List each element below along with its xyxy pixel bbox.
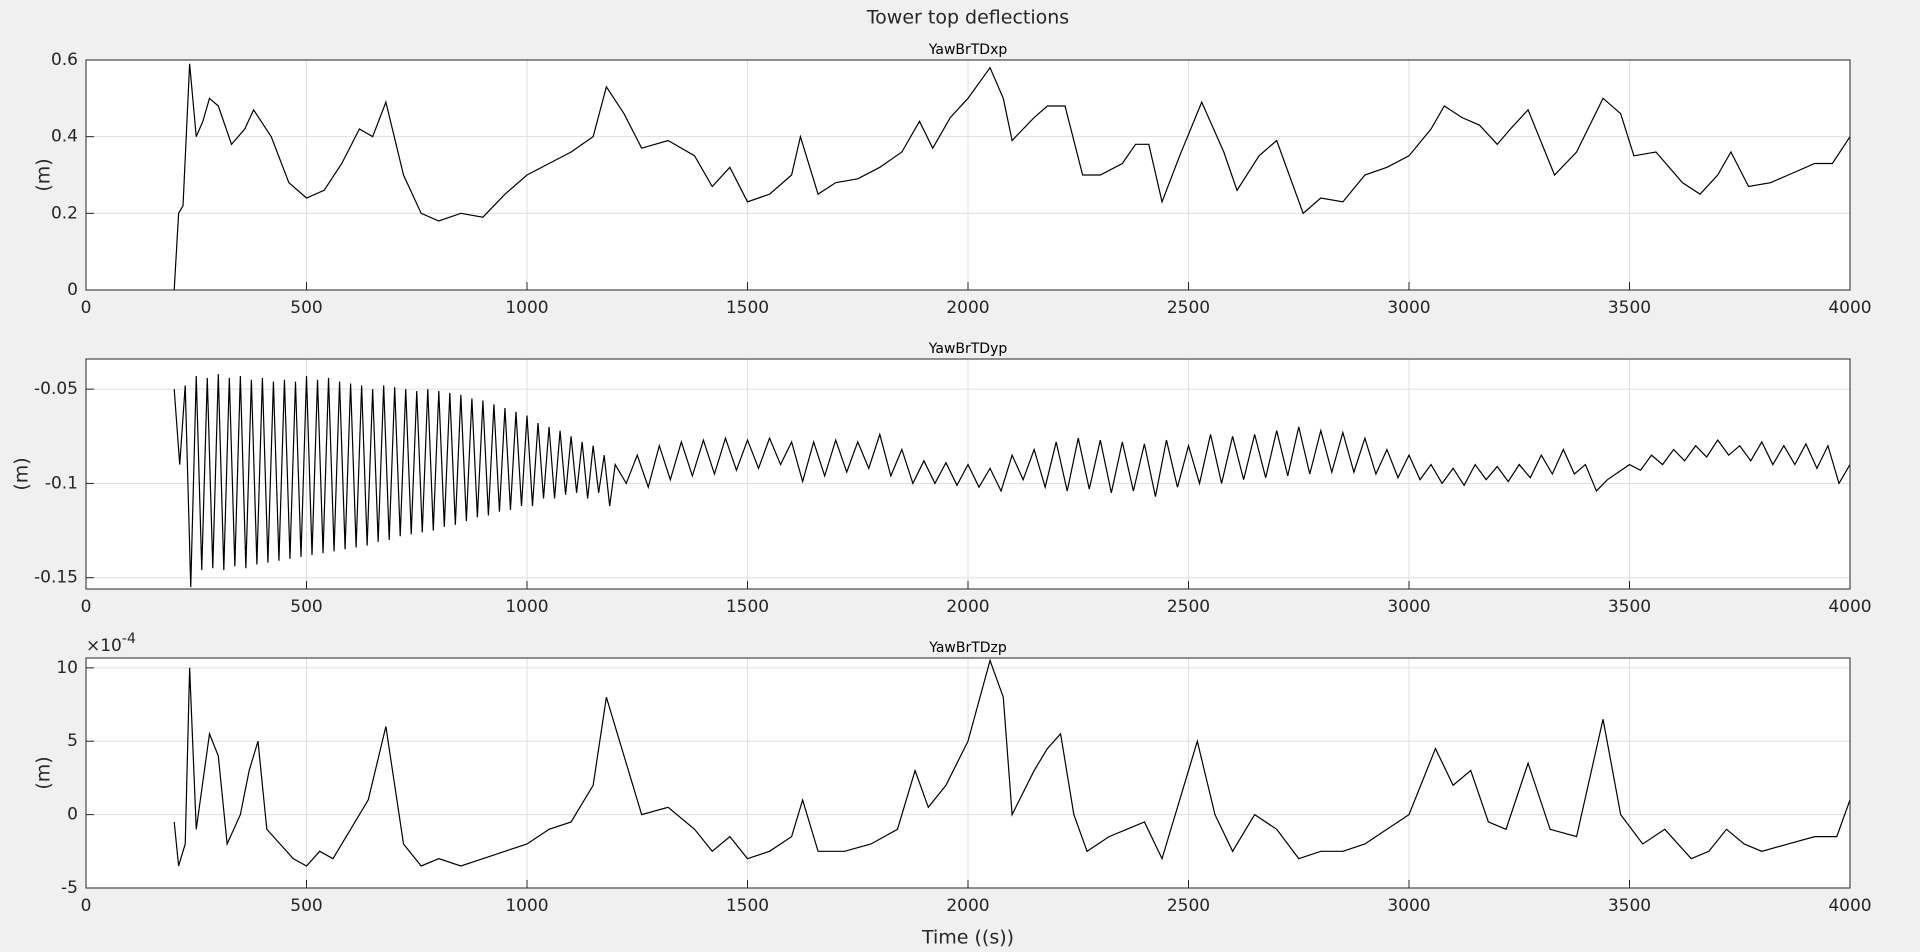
x-tick-label: 3500 (1608, 896, 1651, 916)
figure-title: Tower top deflections (866, 7, 1069, 29)
x-tick-label: 2500 (1167, 298, 1210, 318)
subplot-title: YawBrTDyp (928, 341, 1008, 357)
x-tick-label: 500 (290, 597, 322, 617)
y-tick-label: -0.05 (34, 379, 78, 399)
x-tick-label: 500 (290, 896, 322, 916)
x-tick-label: 0 (81, 298, 92, 318)
x-tick-label: 3000 (1387, 597, 1430, 617)
x-tick-label: 2000 (946, 597, 989, 617)
x-tick-label: 1000 (505, 298, 548, 318)
x-tick-label: 1000 (505, 896, 548, 916)
y-axis-label: (m) (33, 158, 55, 191)
x-tick-label: 4000 (1828, 298, 1871, 318)
x-tick-label: 1000 (505, 597, 548, 617)
y-multiplier-exponent: -4 (122, 631, 136, 647)
x-tick-label: 3500 (1608, 597, 1651, 617)
x-axis-label: Time ((s)) (921, 927, 1014, 949)
x-tick-label: 3500 (1608, 298, 1651, 318)
x-tick-label: 4000 (1828, 597, 1871, 617)
y-tick-label: 0.6 (51, 50, 78, 70)
x-tick-label: 4000 (1828, 896, 1871, 916)
y-tick-label: -5 (61, 878, 78, 898)
y-tick-label: 0.4 (51, 127, 78, 147)
x-tick-label: 1500 (726, 597, 769, 617)
y-tick-label: -0.15 (34, 568, 78, 588)
y-tick-label: 0 (67, 280, 78, 300)
x-tick-label: 2000 (946, 298, 989, 318)
data-line (173, 63, 1851, 291)
y-tick-label: 5 (67, 731, 78, 751)
x-tick-label: 3000 (1387, 298, 1430, 318)
y-tick-label: 10 (56, 658, 78, 678)
x-tick-label: 1500 (726, 896, 769, 916)
axes-box (85, 59, 1851, 291)
y-multiplier: ×10-4 (86, 631, 136, 656)
data-line (173, 658, 1851, 867)
x-tick-label: 3000 (1387, 896, 1430, 916)
x-tick-label: 2500 (1167, 597, 1210, 617)
axes-box (85, 358, 1851, 590)
y-multiplier-base: ×10 (86, 636, 122, 656)
y-axis-label: (m) (33, 756, 55, 789)
x-tick-label: 2500 (1167, 896, 1210, 916)
x-tick-label: 0 (81, 896, 92, 916)
y-axis-label: (m) (11, 457, 33, 490)
x-tick-label: 1500 (726, 298, 769, 318)
data-line (173, 374, 1851, 588)
axes-box (85, 657, 1851, 889)
subplot-title: YawBrTDzp (928, 640, 1007, 656)
subplot-title: YawBrTDxp (928, 42, 1008, 58)
x-tick-label: 2000 (946, 896, 989, 916)
y-tick-label: 0.2 (51, 203, 78, 223)
x-tick-label: 500 (290, 298, 322, 318)
y-tick-label: 0 (67, 805, 78, 825)
x-tick-label: 0 (81, 597, 92, 617)
y-tick-label: -0.1 (45, 473, 78, 493)
